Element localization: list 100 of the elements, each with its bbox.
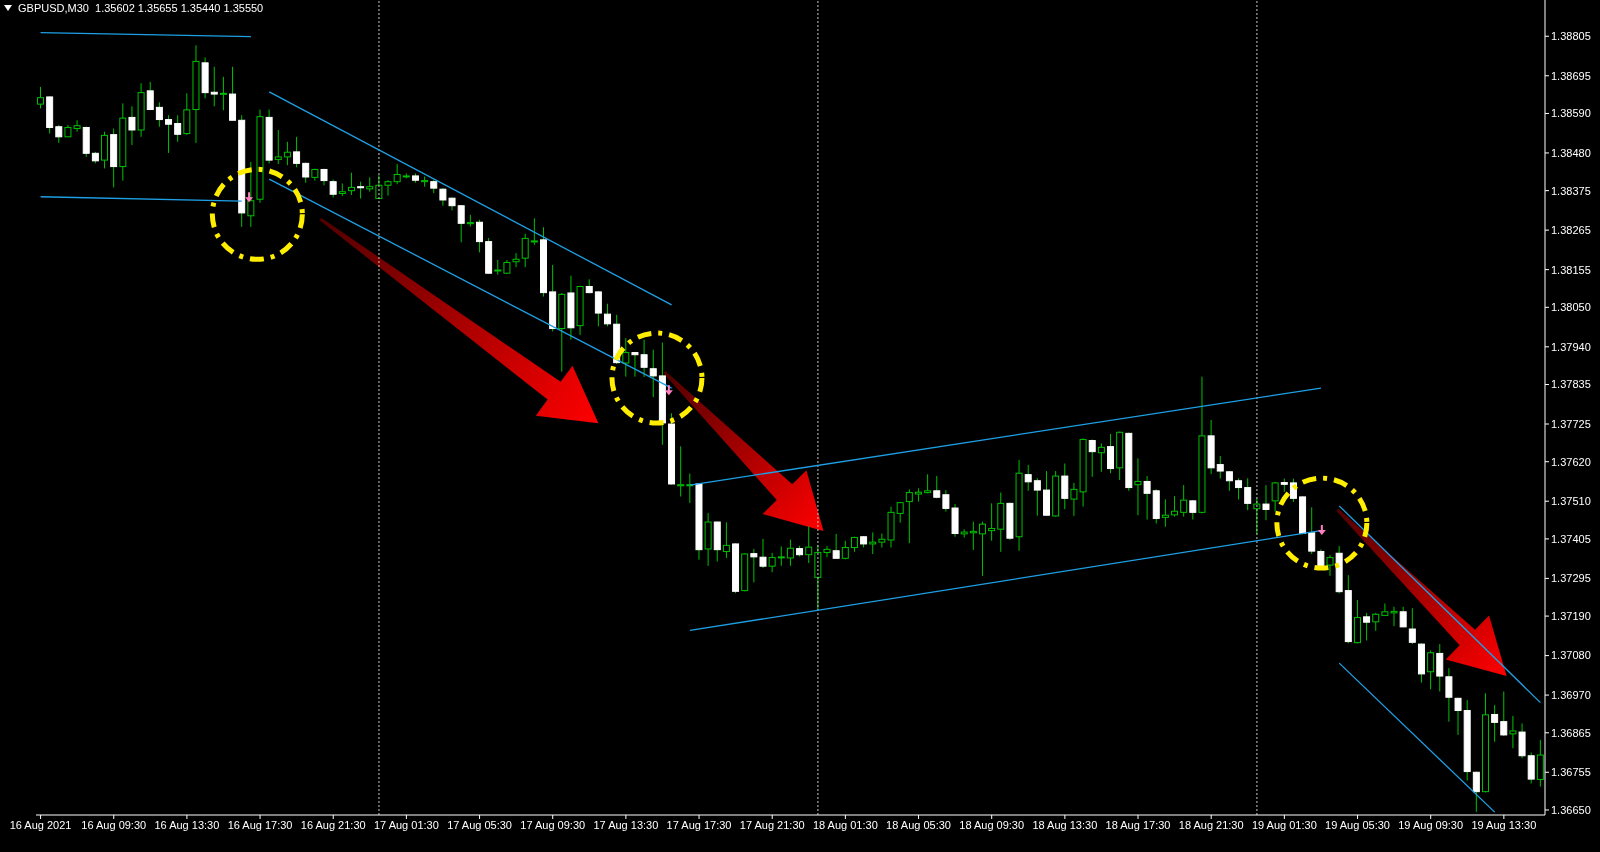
candlestick [293, 136, 301, 168]
candlestick [530, 217, 538, 246]
candlestick [1088, 438, 1096, 478]
x-tick-label: 16 Aug 2021 [9, 818, 72, 831]
candlestick [677, 445, 685, 498]
y-tick-label: 1.36970 [1551, 688, 1591, 701]
candlestick [1491, 704, 1499, 743]
candlestick [512, 252, 520, 268]
y-tick-label: 1.38695 [1551, 69, 1591, 82]
candlestick [521, 233, 529, 268]
candlestick [1326, 554, 1334, 577]
x-tick-label: 16 Aug 17:30 [227, 818, 293, 831]
candlestick [183, 92, 191, 136]
y-tick-label: 1.38805 [1551, 30, 1591, 43]
candlestick [1527, 752, 1535, 784]
candlestick [1262, 484, 1270, 521]
candlestick [283, 141, 291, 166]
candlestick [274, 129, 282, 165]
y-tick-label: 1.38480 [1551, 146, 1591, 159]
candlestick [1097, 442, 1105, 473]
candlestick [604, 303, 612, 327]
candlestick [174, 114, 182, 143]
candlestick [219, 76, 227, 111]
candlestick [1171, 495, 1179, 518]
candlestick [165, 114, 173, 154]
candlestick [786, 539, 794, 567]
candlestick [1189, 499, 1197, 521]
candlestick [988, 502, 996, 542]
y-tick-label: 1.36755 [1551, 766, 1591, 779]
y-tick-label: 1.37190 [1551, 610, 1591, 622]
x-tick-label: 19 Aug 09:30 [1398, 818, 1464, 831]
candlestick [475, 219, 483, 253]
x-tick-label: 16 Aug 21:30 [300, 818, 366, 831]
candlestick [750, 548, 758, 583]
chart-title: GBPUSD,M30 1.35602 1.35655 1.35440 1.35550 [18, 2, 264, 14]
x-tick-label: 16 Aug 09:30 [81, 818, 147, 831]
candlestick [1454, 697, 1462, 736]
candlestick [347, 172, 355, 196]
candlestick [393, 163, 401, 185]
x-tick-label: 17 Aug 05:30 [447, 818, 512, 831]
candlestick [768, 552, 776, 573]
candlestick [1271, 481, 1279, 513]
y-tick-label: 1.36865 [1551, 726, 1591, 739]
y-tick-label: 1.37080 [1551, 649, 1591, 662]
x-tick-label: 18 Aug 17:30 [1105, 818, 1171, 831]
candlestick [722, 521, 730, 559]
x-tick-label: 19 Aug 01:30 [1251, 818, 1317, 831]
y-tick-label: 1.37835 [1551, 378, 1591, 391]
candlestick [1216, 455, 1224, 480]
candlestick [869, 531, 877, 555]
candlestick [1399, 606, 1407, 628]
candlestick [1161, 498, 1169, 528]
candlestick [247, 161, 255, 228]
x-tick-label: 18 Aug 09:30 [959, 818, 1025, 831]
candlestick [1445, 667, 1453, 723]
candlestick [1061, 463, 1069, 510]
candlestick [210, 66, 218, 107]
y-tick-label: 1.37405 [1551, 532, 1591, 545]
y-tick-label: 1.37510 [1551, 495, 1591, 508]
x-tick-label: 18 Aug 01:30 [812, 818, 878, 831]
y-tick-label: 1.38590 [1551, 107, 1591, 120]
x-tick-label: 18 Aug 05:30 [886, 818, 951, 831]
candlestick [1408, 607, 1416, 645]
candlestick [1308, 506, 1316, 555]
candlestick [905, 488, 913, 544]
candlestick [1244, 477, 1252, 511]
candlestick [1235, 477, 1243, 500]
y-tick-label: 1.38050 [1551, 301, 1591, 314]
candlestick [1033, 477, 1041, 517]
y-tick-label: 1.36650 [1551, 803, 1591, 816]
x-tick-label: 19 Aug 05:30 [1325, 818, 1390, 831]
candlestick [1436, 643, 1444, 692]
candlestick [1180, 484, 1188, 518]
candlestick [1472, 771, 1480, 813]
candlestick [594, 290, 602, 327]
x-tick-label: 17 Aug 21:30 [739, 818, 805, 831]
x-tick-label: 19 Aug 13:30 [1471, 818, 1537, 831]
candlestick [1134, 457, 1142, 516]
x-tick-label: 18 Aug 13:30 [1032, 818, 1098, 831]
candlestick [1253, 497, 1261, 535]
x-tick-label: 17 Aug 01:30 [373, 818, 439, 831]
candlestick [146, 81, 154, 111]
candlestick [1500, 690, 1508, 737]
candlestick [37, 86, 44, 109]
candlestick [457, 204, 465, 243]
x-tick-label: 16 Aug 13:30 [154, 818, 220, 831]
y-tick-label: 1.37620 [1551, 455, 1591, 468]
candlestick [649, 349, 657, 398]
y-tick-label: 1.37940 [1551, 340, 1591, 353]
candlestick [1509, 715, 1517, 749]
candlestick [1225, 470, 1233, 492]
candlestick [1107, 433, 1115, 474]
x-tick-label: 18 Aug 21:30 [1178, 818, 1244, 831]
y-tick-label: 1.38265 [1551, 224, 1591, 237]
candlestick [1427, 650, 1435, 690]
candlestick [832, 533, 840, 559]
x-tick-label: 17 Aug 13:30 [593, 818, 659, 831]
candlestick [978, 521, 986, 577]
candlestick [805, 525, 813, 564]
x-tick-label: 17 Aug 17:30 [666, 818, 732, 831]
